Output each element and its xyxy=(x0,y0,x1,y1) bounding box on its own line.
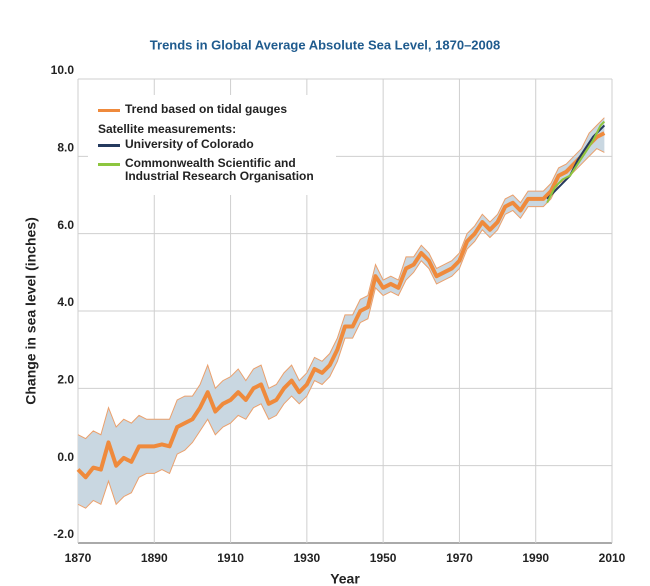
y-axis-label: Change in sea level (inches) xyxy=(23,217,39,405)
x-tick-label: 2010 xyxy=(599,551,626,565)
y-tick-label: -2.0 xyxy=(53,527,74,541)
series-line xyxy=(546,120,606,204)
y-tick-label: 6.0 xyxy=(57,218,74,232)
x-tick-label: 1970 xyxy=(446,551,473,565)
x-tick-label: 1990 xyxy=(522,551,549,565)
band-edge xyxy=(77,117,605,440)
plot-area xyxy=(76,117,606,509)
legend-swatch xyxy=(98,144,120,147)
series-line xyxy=(76,131,606,480)
band-edge xyxy=(77,147,605,509)
legend-entry: Trend based on tidal gauges xyxy=(98,103,328,116)
x-axis-label: Year xyxy=(330,571,360,586)
y-tick-label: 2.0 xyxy=(57,373,74,387)
legend-swatch xyxy=(98,163,120,166)
x-tick-label: 1930 xyxy=(294,551,321,565)
chart-title: Trends in Global Average Absolute Sea Le… xyxy=(150,37,500,52)
x-tick-label: 1950 xyxy=(370,551,397,565)
x-tick-label: 1890 xyxy=(141,551,168,565)
y-tick-label: 0.0 xyxy=(57,450,74,464)
legend-heading: Satellite measurements: xyxy=(98,122,237,136)
legend-entry: University of Colorado xyxy=(98,138,328,151)
x-tick-label: 1870 xyxy=(65,551,92,565)
legend-label: Commonwealth Scientific and Industrial R… xyxy=(125,156,314,183)
legend-label: Trend based on tidal gauges xyxy=(125,102,288,116)
y-tick-label: 10.0 xyxy=(51,63,75,77)
legend-swatch xyxy=(98,109,120,112)
legend-label: University of Colorado xyxy=(125,137,254,151)
uncertainty-band xyxy=(78,117,605,509)
y-tick-label: 4.0 xyxy=(57,295,74,309)
y-tick-label: 8.0 xyxy=(57,141,74,155)
legend: Trend based on tidal gauges Satellite me… xyxy=(88,95,336,195)
legend-entry: Commonwealth Scientific and Industrial R… xyxy=(98,157,328,183)
x-tick-label: 1910 xyxy=(217,551,244,565)
